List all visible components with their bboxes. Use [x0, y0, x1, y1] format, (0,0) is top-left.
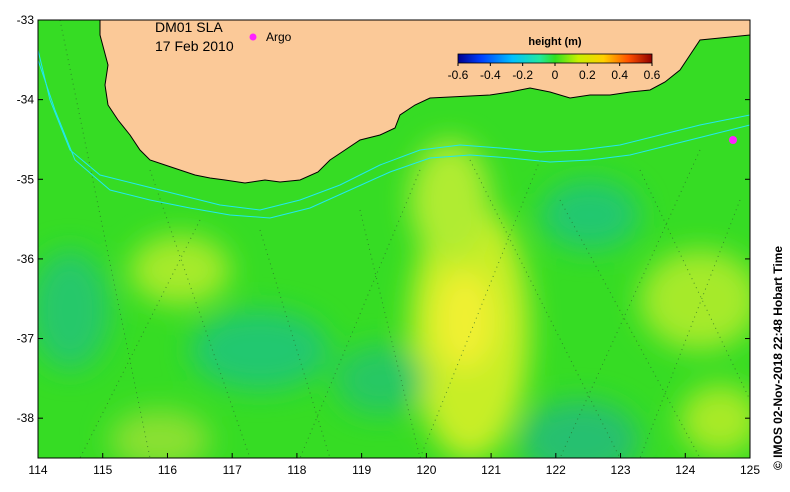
colorbar-tick-label: 0 — [552, 68, 559, 82]
colorbar-tick-label: -0.4 — [480, 68, 501, 82]
argo-float-marker — [729, 136, 737, 144]
argo-legend-icon — [249, 33, 257, 41]
x-tick-label: 123 — [611, 463, 631, 477]
bathymetry-contour-slope — [38, 59, 750, 219]
x-axis-ticks: 114 115 116 117 118 119 120 121 122 123 124 125 — [28, 453, 760, 477]
x-tick-label: 121 — [481, 463, 501, 477]
y-tick-label: -38 — [17, 411, 35, 425]
plot-frame — [37, 19, 751, 459]
y-tick-label: -37 — [17, 332, 35, 346]
colorbar-tick-label: 0.6 — [644, 68, 661, 82]
colorbar-tick-label: 0.4 — [611, 68, 628, 82]
imos-credit: © IMOS 02-Nov-2018 22:48 Hobart Time — [771, 246, 785, 470]
x-tick-label: 119 — [352, 463, 371, 477]
bathymetry-contour-shelf — [38, 49, 750, 211]
x-tick-label: 125 — [740, 463, 760, 477]
colorbar-gradient — [457, 53, 653, 64]
y-axis-ticks: -33 -34 -35 -36 -37 -38 — [17, 13, 750, 425]
colorbar-tick-label: -0.2 — [512, 68, 533, 82]
y-tick-label: -34 — [17, 93, 35, 107]
x-tick-label: 118 — [287, 463, 306, 477]
x-tick-label: 120 — [416, 463, 436, 477]
y-tick-label: -33 — [17, 13, 35, 27]
x-tick-label: 122 — [546, 463, 566, 477]
argo-legend: Argo — [249, 30, 292, 44]
x-tick-label: 116 — [158, 463, 177, 477]
argo-legend-label: Argo — [266, 30, 292, 44]
map-title-line2: 17 Feb 2010 — [155, 38, 234, 54]
x-tick-label: 114 — [28, 463, 47, 477]
x-tick-label: 117 — [223, 463, 242, 477]
y-tick-label: -35 — [17, 172, 35, 186]
colorbar: height (m) -0.6 -0.4 -0.2 0 0.2 0.4 0.6 — [448, 36, 661, 82]
x-tick-label: 124 — [675, 463, 695, 477]
sla-field — [38, 140, 750, 458]
map-plot-area — [38, 20, 750, 458]
map-title-line1: DM01 SLA — [155, 19, 223, 35]
x-tick-label: 115 — [93, 463, 112, 477]
colorbar-tick-label: -0.6 — [448, 68, 469, 82]
colorbar-tick-label: 0.2 — [579, 68, 596, 82]
altimeter-tracks — [59, 20, 750, 458]
y-tick-label: -36 — [17, 252, 35, 266]
colorbar-tick-labels: -0.6 -0.4 -0.2 0 0.2 0.4 0.6 — [448, 63, 661, 82]
colorbar-title: height (m) — [528, 36, 581, 48]
